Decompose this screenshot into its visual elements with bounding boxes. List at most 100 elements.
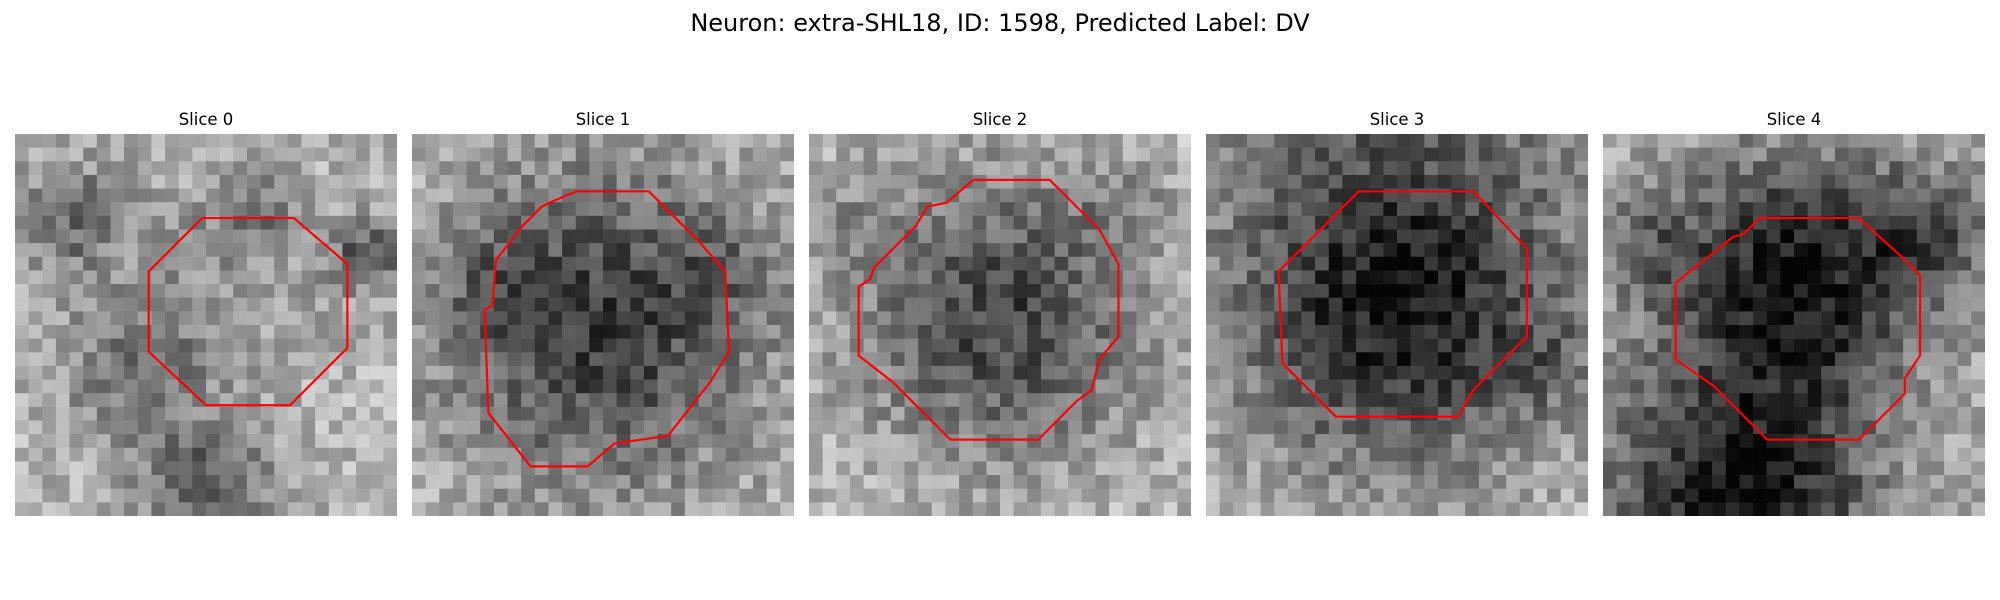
pixel (684, 338, 699, 353)
pixel (301, 297, 316, 312)
pixel (972, 338, 987, 353)
pixel (356, 379, 370, 394)
pixel (780, 229, 794, 244)
pixel (466, 188, 481, 203)
pixel (1574, 270, 1588, 285)
pixel (972, 311, 987, 326)
pixel (1533, 202, 1548, 217)
pixel (246, 365, 261, 380)
pixel (1260, 406, 1275, 421)
pixel (15, 379, 29, 394)
pixel (589, 311, 604, 326)
pixel (412, 488, 426, 503)
pixel (110, 284, 125, 298)
pixel (233, 243, 248, 258)
pixel (1465, 488, 1480, 503)
pixel (28, 202, 43, 217)
pixel (1081, 488, 1096, 503)
pixel (657, 202, 672, 217)
pixel (328, 147, 343, 162)
slice-contour-4 (1676, 218, 1920, 440)
pixel (1478, 256, 1493, 271)
pixel (643, 406, 658, 421)
pixel (1739, 215, 1754, 230)
pixel (1671, 311, 1686, 326)
pixel (466, 393, 481, 408)
pixel (1465, 297, 1480, 312)
pixel (1848, 475, 1863, 489)
pixel (466, 406, 481, 421)
pixel (739, 352, 754, 367)
pixel (369, 229, 384, 244)
pixel (412, 311, 426, 326)
pixel (1603, 229, 1617, 244)
pixel (1150, 447, 1164, 462)
pixel (1163, 188, 1178, 203)
pixel (766, 434, 781, 449)
pixel (15, 475, 29, 489)
pixel (1342, 434, 1357, 449)
pixel (671, 352, 686, 367)
pixel (315, 393, 330, 408)
pixel (1957, 352, 1972, 367)
pixel (534, 447, 549, 462)
pixel (1301, 202, 1316, 217)
pixel (1328, 393, 1343, 408)
pixel (1122, 488, 1137, 503)
pixel (274, 461, 289, 476)
pixel (219, 174, 234, 189)
pixel (1560, 161, 1575, 176)
pixel (766, 256, 781, 271)
pixel (1000, 434, 1014, 449)
pixel (1437, 365, 1452, 380)
pixel (630, 488, 645, 503)
pixel (1397, 284, 1411, 298)
pixel (959, 406, 973, 421)
pixel (630, 420, 645, 435)
pixel (69, 325, 84, 339)
pixel (493, 338, 508, 353)
pixel (1725, 379, 1740, 394)
pixel (684, 243, 699, 258)
pixel (1807, 447, 1822, 462)
pixel (1821, 188, 1836, 203)
pixel (206, 406, 220, 421)
pixel (1712, 311, 1727, 326)
pixel (1356, 365, 1370, 380)
pixel (739, 434, 754, 449)
pixel (1122, 229, 1137, 244)
pixel (1671, 147, 1686, 162)
pixel (507, 202, 522, 217)
pixel (1315, 352, 1330, 367)
pixel (151, 202, 166, 217)
pixel (1478, 447, 1493, 462)
pixel (1889, 393, 1904, 408)
pixel (96, 434, 111, 449)
pixel (1875, 475, 1890, 489)
pixel (1657, 325, 1672, 339)
pixel (1643, 243, 1658, 258)
pixel (1492, 338, 1507, 353)
pixel (1519, 147, 1534, 162)
pixel (1698, 393, 1713, 408)
pixel (1547, 379, 1561, 394)
pixel (822, 447, 837, 462)
pixel (1233, 379, 1248, 394)
pixel (1383, 502, 1398, 516)
pixel (1547, 420, 1561, 435)
pixel (1437, 174, 1452, 189)
pixel (1177, 311, 1191, 326)
pixel (1916, 161, 1931, 176)
pixel (425, 447, 440, 462)
pixel (725, 215, 740, 230)
pixel (766, 161, 781, 176)
pixel (1068, 420, 1083, 435)
pixel (657, 311, 672, 326)
pixel (28, 502, 43, 516)
pixel (1834, 188, 1849, 203)
slice-image-1-pixels (412, 134, 794, 516)
pixel (1233, 147, 1248, 162)
pixel (1794, 488, 1808, 503)
pixel (1889, 488, 1904, 503)
pixel (383, 338, 397, 353)
